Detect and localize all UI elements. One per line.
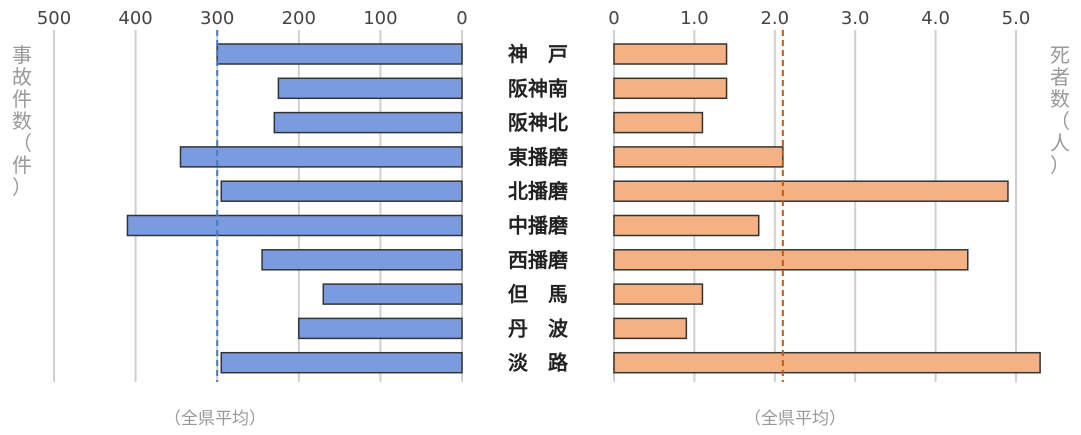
fatality-bar bbox=[613, 249, 969, 271]
region-label: 阪神北 bbox=[508, 111, 568, 135]
axis-label-glyph: 故 bbox=[12, 65, 32, 89]
fatality-tick-label: 4.0 bbox=[921, 8, 950, 29]
fatality-bar bbox=[613, 283, 704, 305]
fatality-bar bbox=[613, 111, 704, 134]
fatality-tick-label: 0 bbox=[608, 8, 619, 29]
region-label: 神 戸 bbox=[508, 42, 568, 66]
accident-bar bbox=[220, 351, 463, 374]
fatality-bar bbox=[613, 214, 760, 237]
accident-bar bbox=[261, 249, 463, 271]
region-label: 西播磨 bbox=[508, 248, 568, 272]
axis-label-glyph: 件 bbox=[12, 153, 32, 177]
accident-tick-label: 300 bbox=[200, 8, 234, 29]
axis-label-glyph: ） bbox=[12, 175, 32, 199]
accident-tick-label: 100 bbox=[363, 8, 397, 29]
axis-label-glyph: 者 bbox=[1050, 65, 1070, 89]
region-label: 阪神南 bbox=[508, 76, 568, 100]
accident-tick-label: 500 bbox=[37, 8, 71, 29]
axis-label-glyph: 件 bbox=[12, 87, 32, 111]
region-label: 東播磨 bbox=[508, 145, 568, 169]
fatality-bar bbox=[613, 146, 784, 168]
axis-label-glyph: 人 bbox=[1050, 131, 1070, 155]
fatality-count-chart: 0 1.0 2.0 3.0 4.0 5.0 （全県平均） 死者数（人） bbox=[608, 8, 1070, 429]
fatality-bar bbox=[613, 77, 728, 100]
fatality-bar bbox=[613, 180, 1009, 202]
fatality-tick-labels: 0 1.0 2.0 3.0 4.0 5.0 bbox=[608, 8, 1030, 29]
region-label: 但 馬 bbox=[508, 282, 568, 306]
accident-tick-label: 400 bbox=[118, 8, 152, 29]
accident-bar bbox=[273, 111, 463, 134]
axis-label-glyph: 事 bbox=[12, 43, 32, 67]
fatality-bar bbox=[613, 351, 1041, 374]
axis-label-glyph: 死 bbox=[1050, 43, 1070, 67]
fatality-bars bbox=[613, 43, 1041, 374]
axis-label-glyph: 数 bbox=[12, 109, 32, 133]
fatality-bar bbox=[613, 43, 728, 65]
fatality-bar bbox=[613, 317, 688, 340]
accident-bar bbox=[179, 146, 463, 168]
accident-average-label: （全県平均） bbox=[164, 409, 266, 429]
axis-label-glyph: （ bbox=[1050, 109, 1070, 133]
region-label: 北播磨 bbox=[508, 179, 568, 203]
region-label: 丹 波 bbox=[508, 316, 569, 340]
axis-label-glyph: 数 bbox=[1050, 87, 1070, 111]
accident-tick-label: 200 bbox=[282, 8, 316, 29]
accident-bar bbox=[322, 283, 463, 305]
accident-bar bbox=[298, 317, 463, 340]
fatality-average-label: （全県平均） bbox=[744, 409, 846, 429]
accident-count-chart: 500 400 300 200 100 0 （全県平均） 事故件数（件） bbox=[12, 8, 468, 429]
accident-bars bbox=[126, 43, 463, 374]
axis-label-glyph: （ bbox=[12, 131, 32, 155]
fatality-tick-label: 3.0 bbox=[841, 8, 870, 29]
accident-bar bbox=[220, 180, 463, 202]
accident-bar bbox=[126, 214, 463, 237]
fatality-tick-label: 5.0 bbox=[1002, 8, 1031, 29]
fatality-tick-label: 2.0 bbox=[760, 8, 789, 29]
axis-label-glyph: ） bbox=[1050, 153, 1070, 177]
accident-bar bbox=[216, 43, 463, 65]
accident-tick-labels: 500 400 300 200 100 0 bbox=[37, 8, 468, 29]
fatality-axis-label: 死者数（人） bbox=[1050, 43, 1070, 177]
accident-tick-label: 0 bbox=[456, 8, 467, 29]
accident-axis-label: 事故件数（件） bbox=[12, 43, 32, 199]
region-label: 淡 路 bbox=[508, 351, 569, 375]
fatality-tick-label: 1.0 bbox=[680, 8, 709, 29]
accident-bar bbox=[277, 77, 463, 100]
region-label: 中播磨 bbox=[508, 214, 568, 238]
fatality-gridlines bbox=[613, 30, 1017, 382]
